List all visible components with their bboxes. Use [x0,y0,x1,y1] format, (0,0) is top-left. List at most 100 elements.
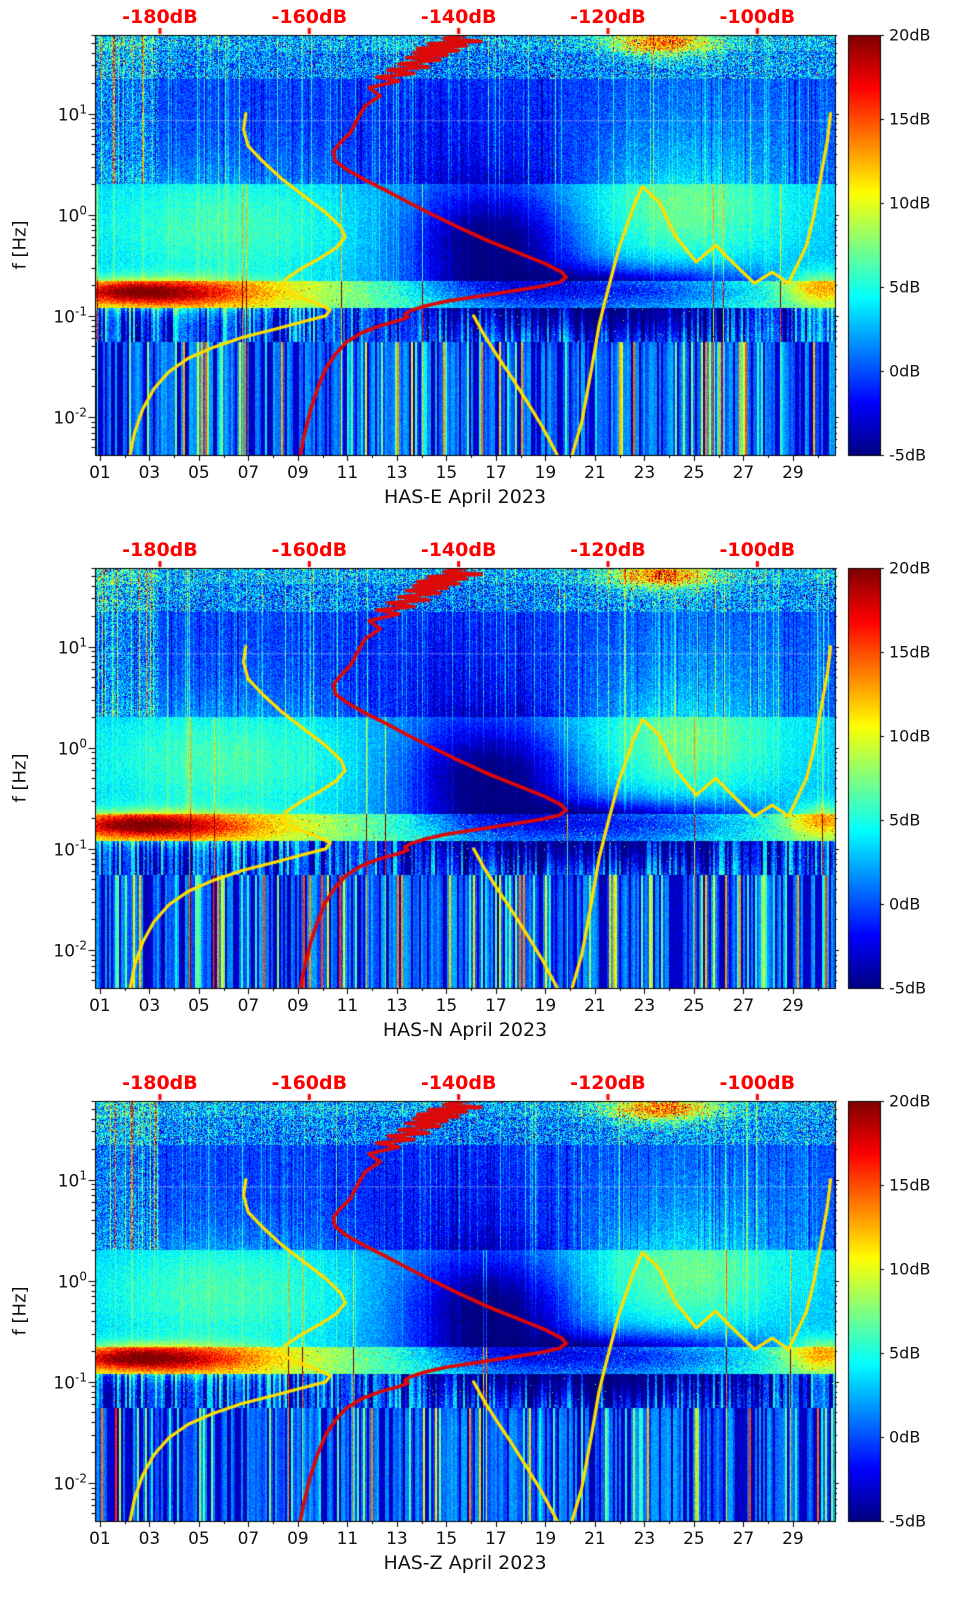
x-tick-label: 21 [584,996,606,1016]
y-tick-label: 100 [57,203,87,227]
panel-has-e: f [Hz] HAS-E April 2023 -180dB -160dB -140… [0,0,962,533]
x-tick-label: 17 [485,1529,507,1549]
top-axis-tick-label: -180dB [122,1072,198,1094]
x-tick-label: 17 [485,463,507,483]
x-tick-label: 19 [534,996,557,1016]
x-tick-label: 19 [534,1529,557,1549]
x-tick-label: 21 [584,1529,606,1549]
x-tick-label: 05 [188,1529,210,1549]
panel-has-n: f [Hz] HAS-N April 2023 -180dB -160dB -140… [0,533,962,1066]
colorbar-tick-label: 5dB [889,1343,921,1363]
x-tick-label: 13 [386,463,408,483]
x-tick-label: 11 [336,1529,359,1549]
colorbar-tick-label: 20dB [889,558,931,578]
x-tick-label: 23 [633,463,656,483]
y-axis-label: f [Hz] [9,753,31,803]
colorbar-tick-label: 15dB [889,1175,931,1195]
top-axis-tick-label: -160dB [271,6,348,28]
x-tick-label: 09 [287,996,309,1016]
top-axis-tick-label: -120dB [570,6,646,28]
x-tick-label: 29 [782,463,804,483]
x-tick-label: 25 [683,1529,705,1549]
x-tick-label: 11 [336,996,359,1016]
x-tick-label: 17 [485,996,507,1016]
top-axis-tick-label: -140dB [420,539,497,561]
x-tick-label: 27 [732,1529,755,1549]
top-axis-tick-label: -100dB [719,1072,796,1094]
x-tick-label: 15 [435,463,458,483]
y-tick-label: 100 [57,1269,87,1293]
colorbar-tick-label: 15dB [889,642,931,662]
panel-title-has-n: HAS-N April 2023 [382,1019,548,1041]
x-tick-label: 01 [89,1529,111,1549]
y-tick-label: 100 [57,736,87,760]
panel-has-z: f [Hz] HAS-Z April 2023 -180dB -160dB -140… [0,1066,962,1599]
colorbar-tick-label: 10dB [889,1259,931,1279]
x-tick-label: 03 [138,463,161,483]
x-tick-label: 11 [336,463,359,483]
x-tick-label: 21 [584,463,606,483]
y-tick-label: 10-1 [53,837,87,861]
x-tick-label: 29 [782,996,804,1016]
top-axis-tick-label: -100dB [719,539,796,561]
colorbar-tick-label: -5dB [889,445,927,465]
x-tick-label: 07 [237,463,260,483]
colorbar-tick-label: 20dB [889,25,931,45]
colorbar-tick-label: 0dB [889,1427,921,1447]
x-tick-label: 09 [287,1529,309,1549]
top-axis-tick-label: -160dB [271,539,348,561]
spectrogram-canvas-has-n [0,533,962,1066]
y-tick-label: 10-2 [53,405,87,429]
spectrogram-canvas-has-e [0,0,962,533]
x-tick-label: 05 [188,996,210,1016]
colorbar-tick-label: 10dB [889,726,931,746]
top-axis-tick-label: -100dB [719,6,796,28]
x-tick-label: 15 [435,1529,458,1549]
top-axis-tick-label: -160dB [271,1072,348,1094]
x-tick-label: 27 [732,996,755,1016]
top-axis-tick-label: -140dB [420,1072,497,1094]
panel-title-has-z: HAS-Z April 2023 [383,1552,547,1574]
x-tick-label: 27 [732,463,755,483]
colorbar-tick-label: -5dB [889,1511,927,1531]
top-axis-tick-label: -140dB [420,6,497,28]
colorbar-tick-label: 5dB [889,810,921,830]
y-tick-label: 101 [57,635,87,658]
top-axis-tick-label: -120dB [570,1072,646,1094]
x-tick-label: 29 [782,1529,804,1549]
x-tick-label: 23 [633,996,656,1016]
y-tick-label: 101 [57,1168,87,1191]
top-axis-tick-label: -120dB [570,539,646,561]
x-tick-label: 07 [237,996,260,1016]
x-tick-label: 23 [633,1529,656,1549]
colorbar-tick-label: -5dB [889,978,927,998]
colorbar-tick-label: 0dB [889,894,921,914]
x-tick-label: 05 [188,463,210,483]
x-tick-label: 09 [287,463,309,483]
x-tick-label: 07 [237,1529,260,1549]
x-tick-label: 25 [683,463,705,483]
y-tick-label: 10-1 [53,304,87,328]
x-tick-label: 03 [138,1529,161,1549]
y-tick-label: 10-2 [53,938,87,962]
x-tick-label: 01 [89,996,111,1016]
panel-title-has-e: HAS-E April 2023 [383,486,547,508]
colorbar-tick-label: 10dB [889,193,931,213]
x-tick-label: 15 [435,996,458,1016]
x-tick-label: 25 [683,996,705,1016]
y-tick-label: 10-1 [53,1370,87,1394]
x-tick-label: 13 [386,1529,408,1549]
top-axis-tick-label: -180dB [122,6,198,28]
colorbar-tick-label: 15dB [889,109,931,129]
spectrogram-canvas-has-z [0,1066,962,1599]
top-axis-tick-label: -180dB [122,539,198,561]
y-axis-label: f [Hz] [9,220,31,270]
x-tick-label: 01 [89,463,111,483]
y-tick-label: 10-2 [53,1471,87,1495]
y-axis-label: f [Hz] [9,1286,31,1336]
x-tick-label: 19 [534,463,557,483]
x-tick-label: 13 [386,996,408,1016]
x-tick-label: 03 [138,996,161,1016]
colorbar-tick-label: 0dB [889,361,921,381]
